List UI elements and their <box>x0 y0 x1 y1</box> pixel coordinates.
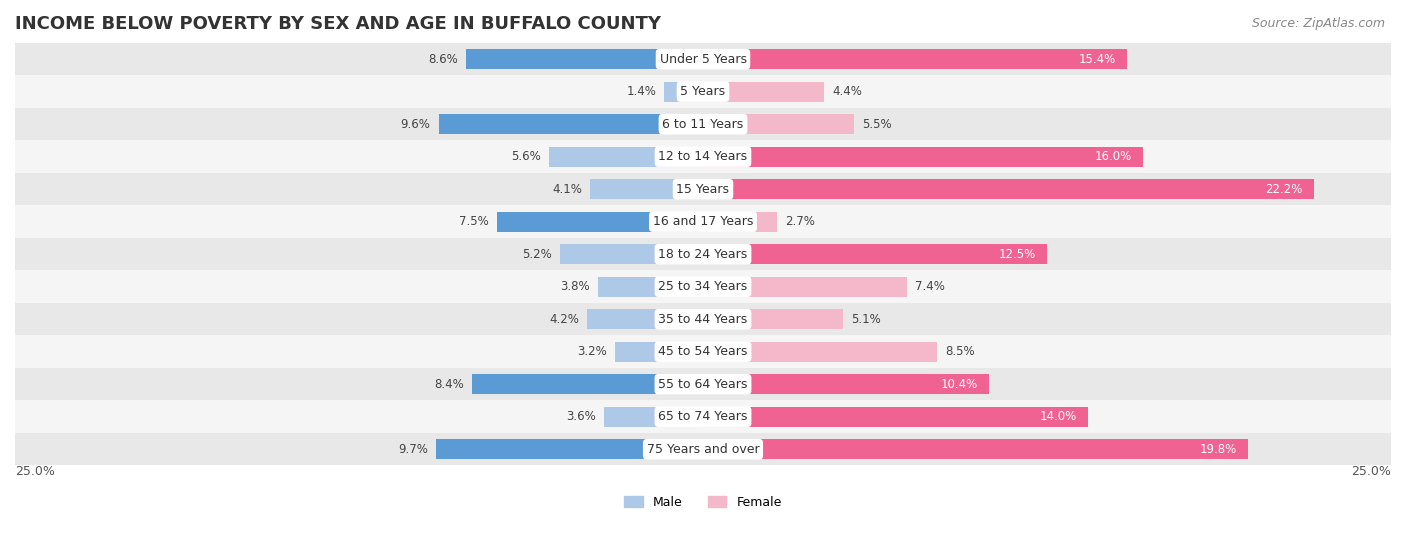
Bar <box>588 309 703 329</box>
Text: 3.6%: 3.6% <box>567 410 596 423</box>
Text: 25.0%: 25.0% <box>1351 465 1391 479</box>
Text: 6 to 11 Years: 6 to 11 Years <box>662 118 744 131</box>
Bar <box>703 147 1143 167</box>
Bar <box>15 335 1391 368</box>
Bar <box>15 433 1391 465</box>
Text: 45 to 54 Years: 45 to 54 Years <box>658 345 748 358</box>
Text: 16 and 17 Years: 16 and 17 Years <box>652 215 754 228</box>
Text: 19.8%: 19.8% <box>1199 442 1237 456</box>
Text: 10.4%: 10.4% <box>941 378 979 391</box>
Text: 16.0%: 16.0% <box>1095 150 1132 163</box>
Bar <box>703 179 1315 199</box>
Text: 8.5%: 8.5% <box>945 345 974 358</box>
Bar <box>15 43 1391 75</box>
Text: 7.5%: 7.5% <box>458 215 488 228</box>
Bar <box>15 238 1391 271</box>
Text: 5.6%: 5.6% <box>510 150 541 163</box>
Bar <box>665 81 703 102</box>
Text: 22.2%: 22.2% <box>1265 182 1303 196</box>
Bar <box>15 205 1391 238</box>
Text: 25.0%: 25.0% <box>15 465 55 479</box>
Bar <box>703 244 1047 264</box>
Bar <box>496 211 703 232</box>
Text: 9.6%: 9.6% <box>401 118 430 131</box>
Text: 1.4%: 1.4% <box>626 85 657 98</box>
Bar <box>467 49 703 69</box>
Bar <box>15 368 1391 401</box>
Text: 8.4%: 8.4% <box>434 378 464 391</box>
Bar <box>15 173 1391 205</box>
Bar <box>703 114 855 134</box>
Bar <box>703 49 1126 69</box>
Text: 2.7%: 2.7% <box>786 215 815 228</box>
Text: 55 to 64 Years: 55 to 64 Years <box>658 378 748 391</box>
Bar <box>560 244 703 264</box>
Text: 3.2%: 3.2% <box>576 345 606 358</box>
Text: 75 Years and over: 75 Years and over <box>647 442 759 456</box>
Text: 12 to 14 Years: 12 to 14 Years <box>658 150 748 163</box>
Text: 8.6%: 8.6% <box>429 52 458 66</box>
Text: INCOME BELOW POVERTY BY SEX AND AGE IN BUFFALO COUNTY: INCOME BELOW POVERTY BY SEX AND AGE IN B… <box>15 15 661 33</box>
Bar <box>548 147 703 167</box>
Text: 65 to 74 Years: 65 to 74 Years <box>658 410 748 423</box>
Text: 14.0%: 14.0% <box>1040 410 1077 423</box>
Bar <box>599 277 703 297</box>
Legend: Male, Female: Male, Female <box>619 491 787 514</box>
Text: 35 to 44 Years: 35 to 44 Years <box>658 312 748 326</box>
Bar <box>605 407 703 427</box>
Text: 4.1%: 4.1% <box>553 182 582 196</box>
Bar <box>15 271 1391 303</box>
Bar <box>703 439 1249 459</box>
Bar <box>15 108 1391 141</box>
Bar <box>436 439 703 459</box>
Text: Source: ZipAtlas.com: Source: ZipAtlas.com <box>1251 17 1385 30</box>
Text: 15.4%: 15.4% <box>1078 52 1116 66</box>
Bar <box>703 277 907 297</box>
Text: 5.1%: 5.1% <box>852 312 882 326</box>
Text: 5.5%: 5.5% <box>863 118 893 131</box>
Text: 25 to 34 Years: 25 to 34 Years <box>658 280 748 293</box>
Bar <box>703 81 824 102</box>
Bar <box>703 309 844 329</box>
Bar <box>614 341 703 362</box>
Text: Under 5 Years: Under 5 Years <box>659 52 747 66</box>
Text: 15 Years: 15 Years <box>676 182 730 196</box>
Text: 4.2%: 4.2% <box>550 312 579 326</box>
Bar <box>703 407 1088 427</box>
Bar <box>15 75 1391 108</box>
Bar <box>472 374 703 395</box>
Text: 18 to 24 Years: 18 to 24 Years <box>658 248 748 261</box>
Bar <box>703 211 778 232</box>
Bar <box>439 114 703 134</box>
Text: 9.7%: 9.7% <box>398 442 427 456</box>
Bar <box>703 374 990 395</box>
Text: 5.2%: 5.2% <box>522 248 551 261</box>
Bar <box>15 303 1391 335</box>
Bar <box>703 341 936 362</box>
Text: 7.4%: 7.4% <box>915 280 945 293</box>
Text: 5 Years: 5 Years <box>681 85 725 98</box>
Bar <box>15 141 1391 173</box>
Text: 12.5%: 12.5% <box>998 248 1036 261</box>
Bar <box>15 401 1391 433</box>
Text: 3.8%: 3.8% <box>561 280 591 293</box>
Text: 4.4%: 4.4% <box>832 85 862 98</box>
Bar <box>591 179 703 199</box>
